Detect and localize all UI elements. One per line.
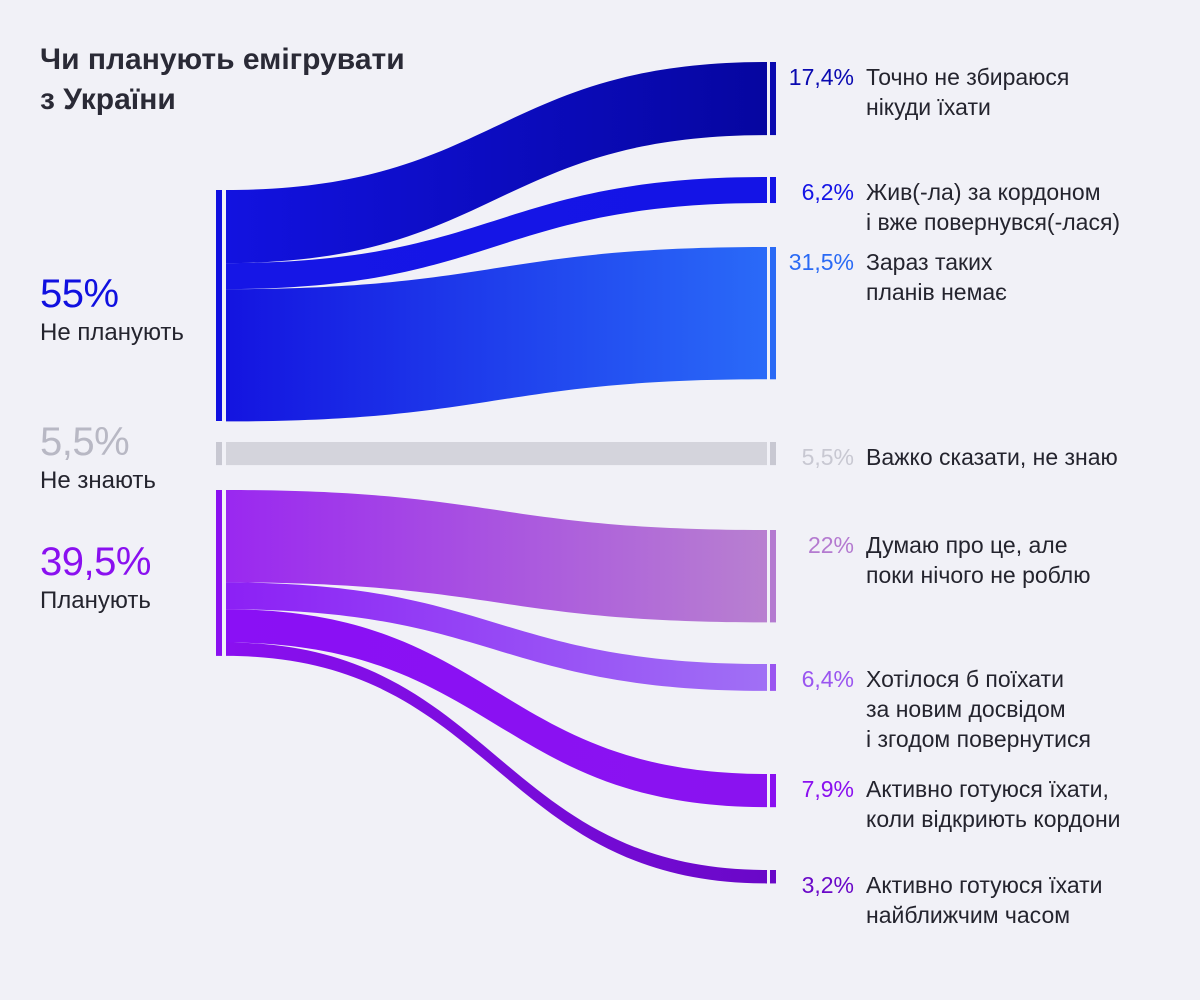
target-label-6-line-1: коли відкриють кордони <box>866 806 1121 832</box>
chart-title-line-1: Чи планують емігрувати <box>40 43 405 76</box>
target-label-5-line-1: за новим досвідом <box>866 696 1066 722</box>
target-value-7: 3,2% <box>801 872 854 898</box>
target-bar-1 <box>770 177 776 204</box>
target-value-5: 6,4% <box>801 666 854 692</box>
target-bar-0 <box>770 62 776 136</box>
source-label-dk: Не знають <box>40 467 156 494</box>
target-label-5: Хотілося б поїхати за новим досвідом і зго… <box>866 664 1091 754</box>
target-bar-5 <box>770 664 776 691</box>
target-label-7-line-1: найближчим часом <box>866 902 1071 928</box>
target-bar-6 <box>770 774 776 808</box>
target-bar-3 <box>770 442 776 466</box>
target-label-4-line-0: Думаю про це, але <box>866 532 1068 558</box>
target-value-4: 22% <box>807 532 854 558</box>
target-value-2: 31,5% <box>788 249 854 275</box>
target-label-2-line-1: планів немає <box>866 279 1007 305</box>
flow-plan-4 <box>226 490 767 623</box>
target-label-0: Точно не збираюся нікуди їхати <box>866 62 1069 122</box>
target-label-0-line-0: Точно не збираюся <box>866 64 1070 90</box>
flow-no-0 <box>226 62 767 264</box>
source-bar-dk <box>216 442 222 466</box>
chart-title-line-2: з України <box>40 83 176 116</box>
target-label-5-line-0: Хотілося б поїхати <box>866 666 1064 692</box>
target-bar-4 <box>770 530 776 623</box>
source-value-dk: 5,5% <box>40 420 130 464</box>
source-label-no: Не планують <box>40 319 184 346</box>
target-label-3: Важко сказати, не знаю <box>866 442 1118 472</box>
target-bar-2 <box>770 247 776 380</box>
source-value-no: 55% <box>40 272 119 316</box>
flow-plan-5 <box>226 582 767 691</box>
flow-plan-6 <box>226 609 767 808</box>
source-label-plan: Планують <box>40 587 151 614</box>
flow-no-1 <box>226 177 767 290</box>
target-label-6-line-0: Активно готуюся їхати, <box>866 776 1109 802</box>
target-label-3-line-0: Важко сказати, не знаю <box>866 444 1118 470</box>
target-label-6: Активно готуюся їхати, коли відкриють кор… <box>866 774 1121 834</box>
target-bar-7 <box>770 870 776 884</box>
target-label-2-line-0: Зараз таких <box>866 249 993 275</box>
target-value-6: 7,9% <box>801 776 854 802</box>
target-value-3: 5,5% <box>801 444 854 470</box>
target-label-1-line-0: Жив(-ла) за кордоном <box>866 179 1101 205</box>
source-bar-plan <box>216 490 222 656</box>
target-label-1-line-1: і вже повернувся(-лася) <box>866 209 1121 235</box>
target-label-0-line-1: нікуди їхати <box>866 94 991 120</box>
target-label-1: Жив(-ла) за кордоном і вже повернувся(-ла… <box>866 177 1120 237</box>
source-value-plan: 39,5% <box>40 540 151 584</box>
target-value-0: 17,4% <box>788 64 854 90</box>
chart-title: Чи планують емігрувати з України <box>40 40 405 120</box>
target-label-7-line-0: Активно готуюся їхати <box>866 872 1103 898</box>
target-value-1: 6,2% <box>801 179 854 205</box>
target-label-4-line-1: поки нічого не роблю <box>866 562 1091 588</box>
flow-no-2 <box>226 247 767 422</box>
target-label-2: Зараз таких планів немає <box>866 247 1007 307</box>
target-label-7: Активно готуюся їхати найближчим часом <box>866 870 1103 930</box>
source-bar-no <box>216 190 222 421</box>
target-label-5-line-2: і згодом повернутися <box>866 726 1091 752</box>
target-label-4: Думаю про це, але поки нічого не роблю <box>866 530 1090 590</box>
flow-plan-7 <box>226 642 767 884</box>
flow-dk-3 <box>226 442 767 466</box>
